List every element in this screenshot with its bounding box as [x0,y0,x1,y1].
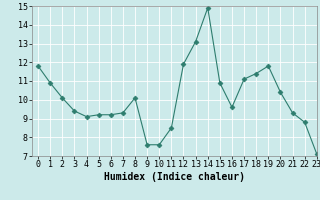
X-axis label: Humidex (Indice chaleur): Humidex (Indice chaleur) [104,172,245,182]
